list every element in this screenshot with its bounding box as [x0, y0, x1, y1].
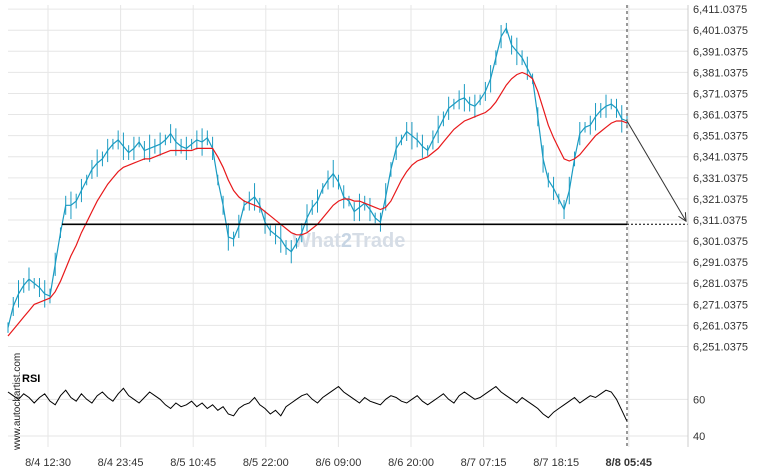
rsi-tick-label: 40 — [693, 431, 705, 443]
side-brand: www.autochartist.com — [12, 353, 23, 451]
watermark-part1: What — [292, 230, 341, 252]
y-tick-label: 6,301.0375 — [693, 236, 748, 248]
y-tick-label: 6,271.0375 — [693, 299, 748, 311]
watermark: What2Trade — [292, 230, 405, 252]
x-tick-label: 8/5 22:00 — [243, 457, 289, 469]
y-tick-label: 6,351.0375 — [693, 131, 748, 143]
x-tick-label: 8/6 20:00 — [388, 457, 434, 469]
watermark-part3: Trade — [352, 230, 405, 252]
rsi-line — [7, 385, 628, 422]
price-series-line — [7, 26, 628, 328]
y-tick-label: 6,261.0375 — [693, 320, 748, 332]
x-tick-label: 8/4 23:45 — [98, 457, 144, 469]
price-panel — [7, 5, 688, 447]
y-tick-label: 6,411.0375 — [693, 4, 747, 16]
y-tick-label: 6,311.0375 — [693, 215, 747, 227]
projection-arrow-line — [626, 120, 687, 222]
y-tick-label: 6,361.0375 — [693, 110, 748, 122]
x-tick-label: 8/5 10:45 — [170, 457, 216, 469]
x-tick-label: 8/8 05:45 — [606, 457, 652, 469]
y-tick-label: 6,381.0375 — [693, 67, 748, 79]
y-tick-label: 6,341.0375 — [693, 152, 748, 164]
y-tick-label: 6,321.0375 — [693, 194, 748, 206]
y-tick-label: 6,371.0375 — [693, 88, 748, 100]
x-tick-label: 8/7 18:15 — [533, 457, 579, 469]
rsi-panel — [7, 385, 688, 437]
grid-lines — [8, 5, 688, 447]
watermark-part2: 2 — [341, 230, 352, 252]
y-tick-label: 6,291.0375 — [693, 257, 748, 269]
axes: 6,411.0375 6,401.0375 6,391.0375 6,381.0375… — [25, 4, 748, 469]
x-tick-label: 8/7 07:15 — [461, 457, 507, 469]
rsi-tick-label: 60 — [693, 394, 705, 406]
x-tick-label: 8/6 09:00 — [315, 457, 361, 469]
projection-arrow-head — [678, 212, 687, 223]
y-tick-label: 6,331.0375 — [693, 173, 748, 185]
rsi-label: RSI — [22, 373, 40, 385]
y-tick-label: 6,401.0375 — [693, 25, 748, 37]
y-tick-label: 6,281.0375 — [693, 278, 748, 290]
y-tick-label: 6,391.0375 — [693, 46, 748, 58]
x-tick-label: 8/4 12:30 — [25, 457, 71, 469]
y-tick-label: 6,251.0375 — [693, 341, 748, 353]
